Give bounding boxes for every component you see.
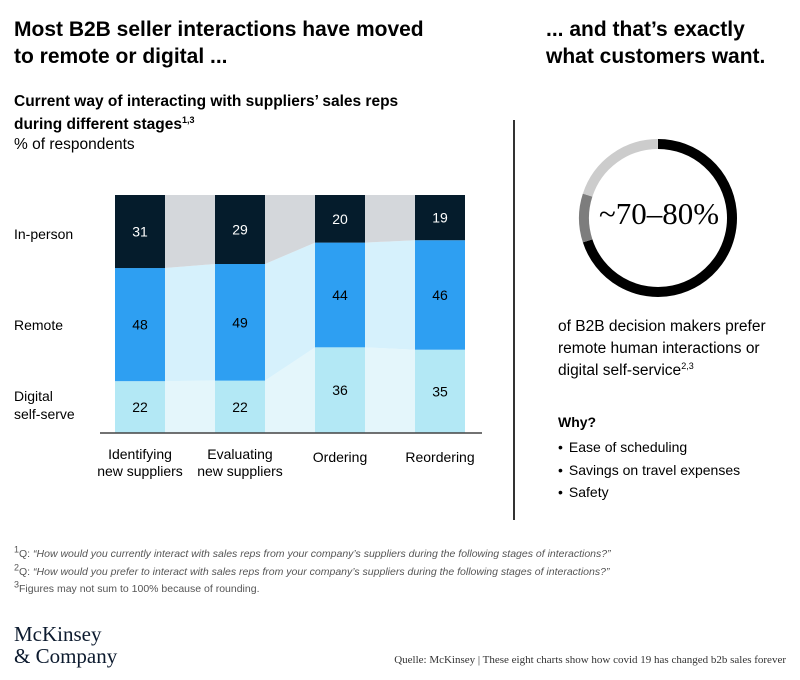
footnote: 3Figures may not sum to 100% because of …: [14, 579, 611, 599]
logo-line: McKinsey: [14, 622, 102, 646]
why-item: Ease of scheduling: [558, 436, 740, 459]
bar-value-label: 49: [232, 314, 248, 330]
bar-segment: [115, 195, 165, 269]
bar-value-label: 19: [432, 210, 448, 226]
bar-segment: [415, 240, 465, 350]
why-title: Why?: [558, 414, 597, 430]
x-tick-label-line: Ordering: [313, 449, 367, 465]
preference-footnote-ref: 2,3: [681, 360, 694, 371]
bar-segment: [215, 380, 265, 433]
x-tick-label-line: Reordering: [405, 449, 474, 465]
chart-title: Current way of interacting with supplier…: [14, 90, 398, 136]
x-tick-label-line: new suppliers: [97, 463, 183, 479]
footnote-text: Figures may not sum to 100% because of r…: [19, 583, 260, 595]
row-label-line: self-serve: [14, 406, 75, 422]
row-label-in-person: In-person: [14, 226, 74, 242]
bar-value-label: 20: [332, 211, 348, 227]
donut-label: ~70–80%: [598, 196, 720, 231]
flow-band: [265, 195, 315, 265]
preference-description-line: of B2B decision makers prefer: [558, 318, 766, 335]
why-item: Savings on travel expenses: [558, 459, 740, 482]
why-item: Safety: [558, 481, 740, 504]
flow-band: [365, 240, 415, 350]
bar-value-label: 36: [332, 382, 348, 398]
x-tick-label: Ordering: [313, 449, 367, 465]
bar-segment: [215, 195, 265, 265]
footnote-prefix: Q:: [19, 548, 34, 560]
bar-segment: [415, 195, 465, 241]
source-credit: Quelle: McKinsey | These eight charts sh…: [394, 654, 786, 666]
x-tick-label-line: Evaluating: [207, 446, 272, 462]
bar-segment: [415, 349, 465, 433]
row-label-line: Digital: [14, 388, 53, 404]
headline-right-line: what customers want.: [546, 45, 766, 68]
bar-segment: [315, 347, 365, 433]
donut-rest-arc: [582, 139, 659, 197]
bar-segment: [215, 264, 265, 381]
bar-segment: [315, 242, 365, 348]
flow-band: [365, 347, 415, 433]
bar-value-label: 22: [232, 399, 248, 415]
flow-band: [265, 347, 315, 433]
donut-main-arc: [582, 139, 737, 297]
headline-left-line: Most B2B seller interactions have moved: [14, 18, 424, 41]
x-tick-label-line: Identifying: [108, 446, 172, 462]
x-tick-label: Identifying new suppliers: [97, 446, 183, 479]
logo-line: & Company: [14, 644, 118, 668]
mckinsey-logo: McKinsey & Company: [14, 623, 117, 667]
bar-segment: [115, 268, 165, 382]
flow-band: [165, 264, 215, 382]
chart-title-line: during different stages1,3: [14, 114, 195, 133]
footnote-prefix: Q:: [19, 565, 34, 578]
footnotes: 1Q: “How would you currently interact wi…: [14, 544, 611, 599]
footnote: 1Q: “How would you currently interact wi…: [14, 544, 611, 564]
footnote-number: 1: [14, 544, 20, 555]
bar-value-label: 35: [432, 383, 448, 399]
headline-right-line: ... and that’s exactly: [546, 18, 745, 41]
footnote-text: “How would you currently interact with s…: [33, 548, 611, 560]
x-tick-label: Reordering: [405, 449, 474, 465]
vertical-divider: [513, 120, 515, 520]
x-tick-label-line: new suppliers: [197, 463, 283, 479]
footnote-number: 3: [14, 579, 20, 590]
chart-title-footnote-ref: 1,3: [181, 114, 195, 125]
bar-value-label: 22: [132, 399, 148, 415]
why-list: Ease of scheduling Savings on travel exp…: [558, 436, 740, 504]
bar-value-label: 46: [432, 287, 448, 303]
bar-value-label: 29: [232, 222, 248, 238]
row-label-remote: Remote: [14, 317, 64, 333]
flow-band: [165, 195, 215, 269]
bar-segment: [115, 381, 165, 433]
headline-left-line: to remote or digital ...: [14, 45, 228, 68]
footnote: 2Q: “How would you prefer to interact wi…: [14, 562, 611, 582]
chart-title-line: Current way of interacting with supplier…: [14, 93, 399, 110]
bar-value-label: 31: [132, 224, 148, 240]
headline-right: ... and that’s exactly what customers wa…: [546, 16, 796, 70]
flow-band: [365, 195, 415, 243]
footnote-number: 2: [14, 562, 20, 572]
flow-band: [165, 380, 215, 433]
chart-unit: % of respondents: [14, 136, 135, 153]
preference-description-line: digital self-service2,3: [558, 360, 694, 379]
donut-chart: [579, 139, 737, 297]
row-label-digital-self-serve: Digital self-serve: [14, 387, 75, 423]
preference-description-line: remote human interactions or: [558, 340, 760, 357]
bar-value-label: 48: [132, 317, 148, 333]
x-tick-label: Evaluating new suppliers: [197, 446, 283, 479]
headline-left: Most B2B seller interactions have moved …: [14, 16, 494, 70]
bar-value-label: 44: [332, 287, 348, 303]
flow-band: [265, 242, 315, 381]
donut-range-arc: [579, 193, 593, 243]
preference-description: of B2B decision makers prefer remote hum…: [558, 316, 798, 382]
bar-segment: [315, 195, 365, 243]
footnote-text: “How would you prefer to interact with s…: [33, 565, 610, 578]
